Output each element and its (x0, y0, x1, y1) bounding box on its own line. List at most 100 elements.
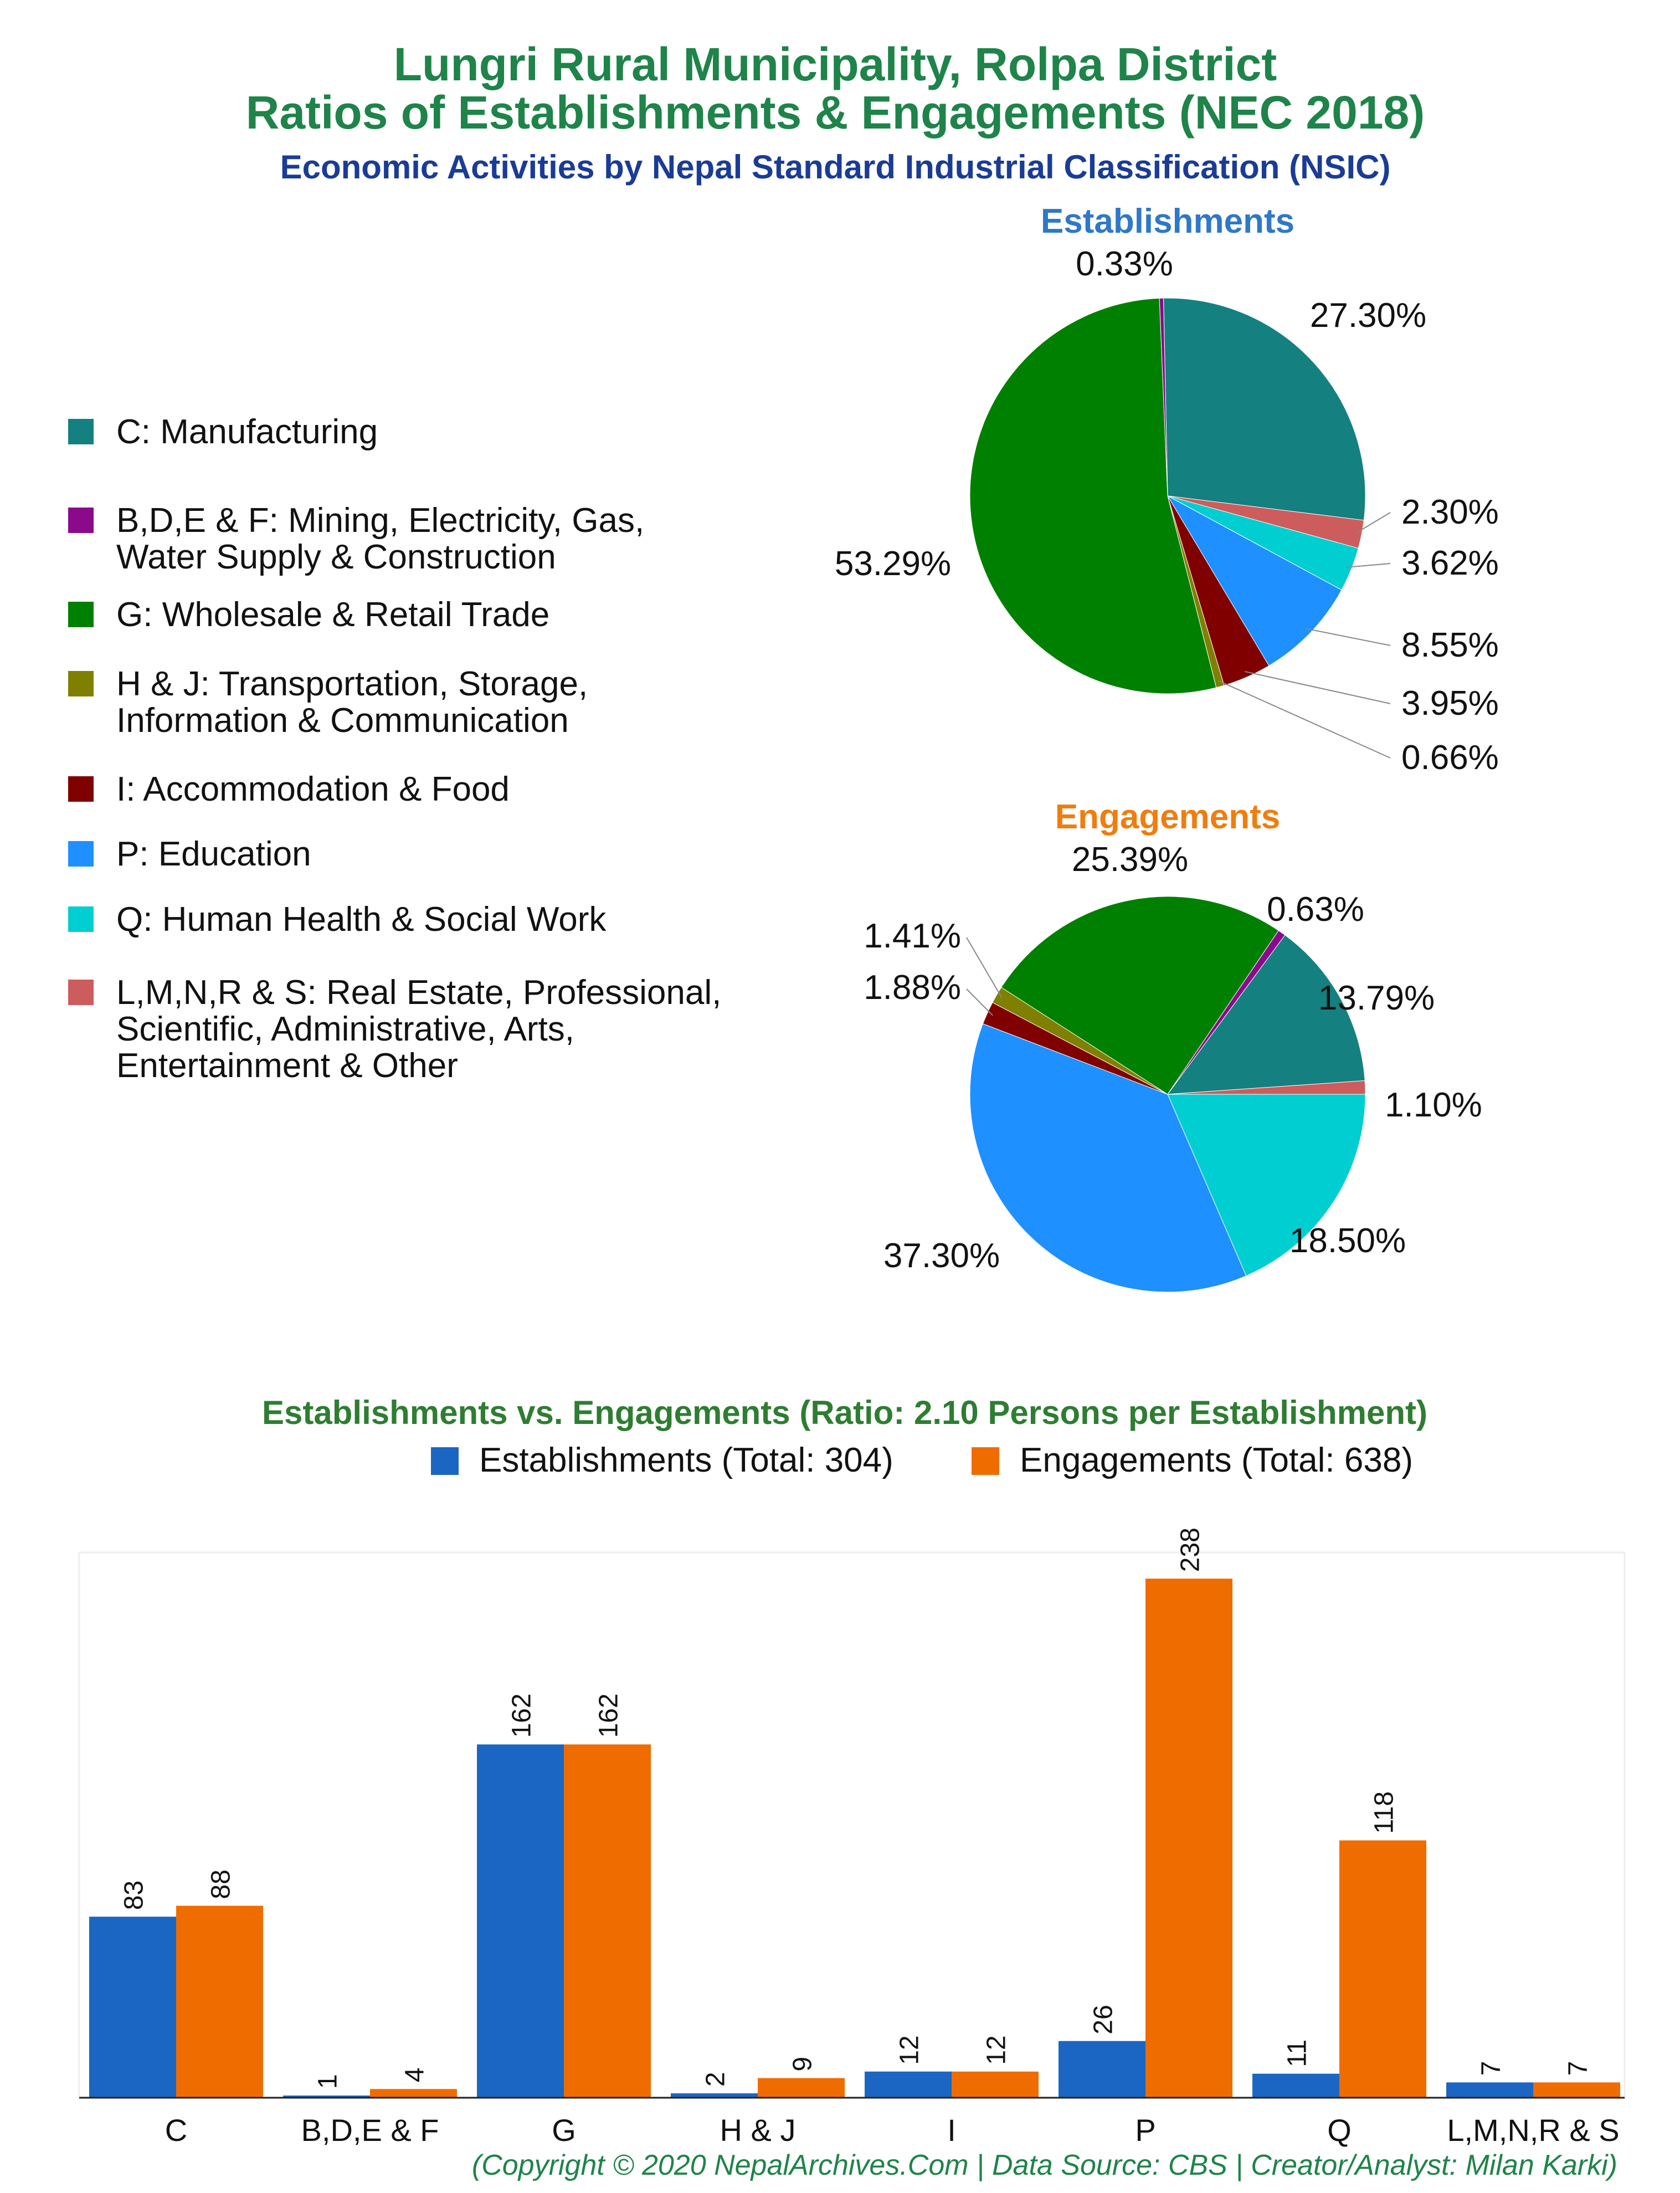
bar-category-label: L,M,N,R & S (1447, 2113, 1619, 2148)
bar-establishments-5 (1059, 2041, 1145, 2098)
pie-slice-c (1163, 298, 1366, 521)
legend-swatch (68, 419, 94, 444)
pie-slice-bdef (1159, 298, 1168, 496)
bar-legend-swatch-establishments (431, 1447, 459, 1475)
bar-engagements-5 (1145, 1579, 1232, 2098)
bar-value-label: 2 (701, 2072, 731, 2087)
pie-leader-line (1355, 512, 1391, 534)
bar-engagements-3 (758, 2078, 845, 2098)
legend-swatch (68, 671, 94, 696)
bar-legend-label-engagements: Engagements (Total: 638) (1020, 1441, 1413, 1479)
pie-leader-line (1245, 671, 1391, 704)
legend-label: P: Education (116, 835, 311, 873)
legend-label: Entertainment & Other (116, 1047, 458, 1085)
bar-value-label: 1 (314, 2074, 343, 2089)
bar-engagements-0 (176, 1905, 263, 2098)
legend-label: Water Supply & Construction (116, 538, 556, 576)
legend-label: Scientific, Administrative, Arts, (116, 1010, 574, 1048)
legend-swatch (68, 841, 94, 867)
bar-chart-title: Establishments vs. Engagements (Ratio: 2… (262, 1394, 1427, 1431)
bar-value-label: 238 (1176, 1528, 1205, 1572)
pie-chart-establishments: 27.30% 2.30% 3.62% 8.55% 3.95% 0.66% 53.29% 0.3… (835, 245, 1499, 777)
pie-slice-p (1167, 495, 1342, 667)
bar-value-label: 12 (982, 2035, 1011, 2064)
bar-value-label: 12 (895, 2035, 924, 2064)
bar-legend: Establishments (Total: 304) Engagements … (431, 1441, 1413, 1479)
pie-leader-line (1345, 563, 1391, 568)
legend-label: H & J: Transportation, Storage, (116, 665, 588, 703)
pie-slice-c (1167, 934, 1365, 1095)
pie-engagements-title: Engagements (1055, 798, 1281, 836)
bar-value-label: 7 (1564, 2061, 1593, 2076)
pie-label-g: 53.29% (835, 545, 951, 583)
bar-value-label: 7 (1477, 2061, 1506, 2076)
legend-item-c: C: Manufacturing (68, 413, 378, 451)
bar-value-label: 162 (507, 1693, 537, 1738)
pie-label-bdef: 0.63% (1267, 890, 1364, 929)
pie-slice-q (1167, 1094, 1366, 1277)
legend-swatch (68, 508, 94, 533)
legend-item-i: I: Accommodation & Food (68, 770, 510, 808)
title-line-1: Lungri Rural Municipality, Rolpa Distric… (394, 38, 1277, 90)
pie-slice-g (1000, 896, 1280, 1095)
pie-chart-engagements: 13.79% 1.10% 18.50% 37.30% 1.88% 1.41% 25.39% 0… (864, 841, 1482, 1293)
legend-label: I: Accommodation & Food (116, 770, 510, 808)
pie-establishments-title: Establishments (1041, 202, 1294, 240)
legend-label: G: Wholesale & Retail Trade (116, 596, 549, 634)
pie-label-c: 27.30% (1310, 296, 1426, 335)
bar-chart: 83 88 C 1 4 B,D,E & F 162 162 G 2 9 H & J 12 12 I 26 238… (79, 1528, 1625, 2148)
bar-category-label: I (947, 2113, 956, 2148)
pie-label-p: 8.55% (1401, 626, 1499, 664)
pie-label-c: 13.79% (1318, 979, 1435, 1017)
pie-label-hj: 1.41% (864, 917, 961, 955)
pie-label-q: 18.50% (1289, 1222, 1406, 1260)
bar-establishments-0 (89, 1917, 176, 2098)
pie-slice-g (969, 298, 1217, 694)
pie-label-q: 3.62% (1401, 544, 1499, 582)
pie-leader-line (1306, 628, 1391, 646)
legend-item-lmnrs: L,M,N,R & S: Real Estate, Professional,S… (68, 973, 721, 1085)
legend-item-bdef: B,D,E & F: Mining, Electricity, Gas,Wate… (68, 501, 644, 576)
pie-leader-line (1218, 680, 1391, 759)
bar-category-label: C (165, 2113, 187, 2148)
bar-category-label: Q (1327, 2113, 1352, 2148)
footer-credit: (Copyright © 2020 NepalArchives.Com | Da… (472, 2149, 1617, 2181)
legend-swatch (68, 980, 94, 1005)
bar-value-label: 88 (207, 1869, 236, 1899)
bar-establishments-4 (865, 2071, 952, 2098)
legend-label: Q: Human Health & Social Work (116, 900, 607, 939)
legend-item-p: P: Education (68, 835, 311, 873)
bar-engagements-6 (1339, 1840, 1426, 2098)
pie-slice-bdef (1167, 930, 1286, 1095)
bar-category-label: H & J (720, 2113, 796, 2148)
pie-label-lmnrs: 2.30% (1401, 493, 1499, 531)
pie-leader-line (966, 988, 994, 1016)
pie-label-p: 37.30% (883, 1237, 1000, 1275)
bar-category-label: G (552, 2113, 576, 2148)
bar-value-label: 4 (400, 2068, 430, 2083)
legend-label: L,M,N,R & S: Real Estate, Professional, (116, 973, 721, 1012)
legend-item-hj: H & J: Transportation, Storage,Informati… (68, 665, 588, 740)
category-legend: C: Manufacturing B,D,E & F: Mining, Elect… (68, 413, 721, 1085)
bar-category-label: B,D,E & F (301, 2113, 439, 2148)
pie-slice-p (969, 1023, 1247, 1293)
bar-establishments-1 (283, 2095, 370, 2098)
pie-leader-line (966, 937, 1003, 998)
bar-value-label: 9 (788, 2057, 818, 2072)
bar-value-label: 83 (120, 1881, 149, 1910)
legend-label: C: Manufacturing (116, 413, 378, 451)
legend-item-q: Q: Human Health & Social Work (68, 900, 607, 939)
bar-establishments-6 (1252, 2073, 1339, 2098)
pie-label-lmnrs: 1.10% (1385, 1086, 1482, 1124)
bar-engagements-2 (564, 1744, 651, 2098)
bar-value-label: 11 (1283, 2040, 1312, 2067)
bar-engagements-1 (370, 2089, 457, 2098)
pie-label-hj: 0.66% (1401, 739, 1499, 777)
bar-establishments-2 (477, 1744, 564, 2098)
legend-swatch (68, 602, 94, 627)
bar-engagements-4 (952, 2071, 1039, 2098)
legend-label: Information & Communication (116, 701, 569, 740)
legend-swatch (68, 776, 94, 802)
legend-item-g: G: Wholesale & Retail Trade (68, 596, 549, 634)
